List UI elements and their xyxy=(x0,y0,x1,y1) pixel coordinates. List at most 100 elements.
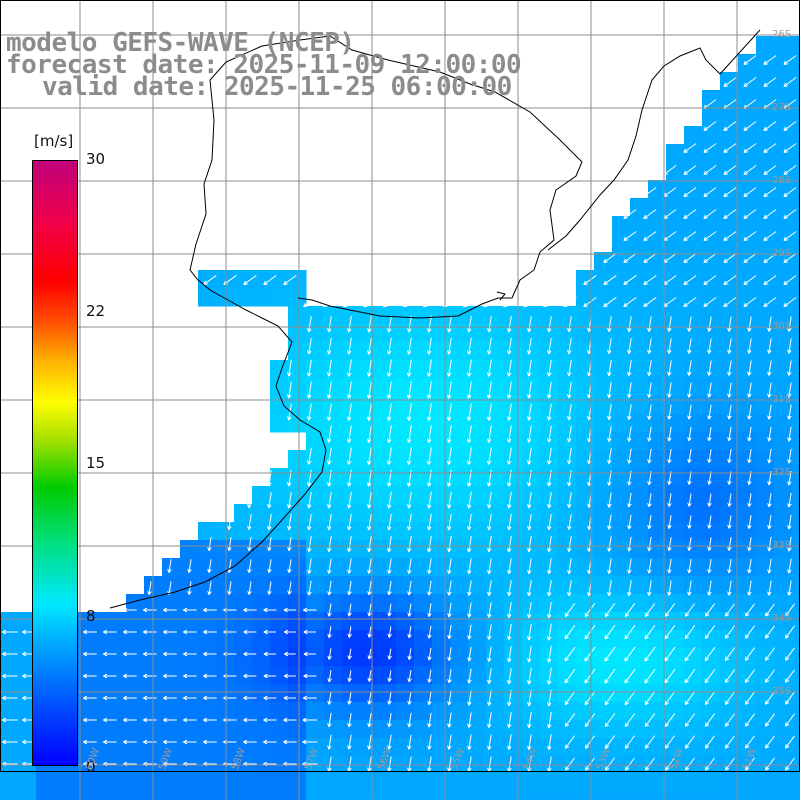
wind-arrow xyxy=(303,296,317,308)
wind-arrow xyxy=(243,629,257,635)
wind-arrow xyxy=(723,121,737,131)
wind-arrow xyxy=(546,403,552,421)
wind-arrow xyxy=(307,536,312,553)
wind-arrow xyxy=(487,712,492,728)
wind-arrow xyxy=(767,316,772,332)
wind-arrow xyxy=(584,735,596,749)
wind-arrow xyxy=(627,448,632,464)
wind-arrow xyxy=(624,757,635,771)
wind-arrow xyxy=(427,580,432,596)
wind-arrow xyxy=(727,316,732,332)
wind-arrow xyxy=(667,580,672,596)
wind-arrow xyxy=(386,425,392,443)
wind-arrow xyxy=(346,337,352,355)
wind-arrow xyxy=(627,558,632,574)
wind-arrow xyxy=(467,513,472,531)
wind-arrow xyxy=(764,691,776,705)
wind-arrow xyxy=(507,315,512,333)
wind-arrow xyxy=(447,690,452,706)
wind-arrow xyxy=(624,668,636,684)
wind-arrow xyxy=(747,338,752,354)
wind-arrow xyxy=(326,337,332,355)
wind-arrow xyxy=(703,253,717,263)
wind-arrow xyxy=(302,739,318,745)
wind-arrow xyxy=(564,713,576,727)
wind-arrow xyxy=(426,359,432,377)
wind-arrow xyxy=(467,690,472,706)
wind-arrow xyxy=(724,603,735,617)
wind-arrow xyxy=(506,337,512,355)
wind-arrow xyxy=(367,558,372,574)
wind-arrow xyxy=(427,647,432,661)
wind-arrow xyxy=(203,695,217,701)
wind-arrow xyxy=(123,673,137,679)
wind-arrow xyxy=(526,645,532,663)
wind-arrow xyxy=(767,493,772,508)
wind-arrow xyxy=(467,558,472,575)
wind-arrow xyxy=(327,669,332,683)
wind-arrow xyxy=(744,647,756,661)
wind-arrow xyxy=(183,739,197,745)
wind-arrow xyxy=(347,626,352,638)
wind-arrow xyxy=(446,425,452,443)
wind-arrow xyxy=(446,469,452,487)
wind-arrow xyxy=(747,382,752,398)
wind-arrow xyxy=(564,757,575,771)
wind-arrow xyxy=(747,316,752,332)
colorbar-tick-0: 0 xyxy=(86,758,96,776)
wind-arrow xyxy=(767,426,772,442)
wind-arrow xyxy=(547,337,552,355)
wind-arrow xyxy=(604,603,616,618)
wind-arrow xyxy=(743,143,757,153)
wind-arrow xyxy=(727,471,732,485)
wind-arrow xyxy=(123,695,137,701)
wind-arrow xyxy=(426,337,432,355)
wind-arrow xyxy=(203,607,217,613)
wind-arrow xyxy=(643,297,657,308)
wind-arrow xyxy=(527,513,532,531)
wind-arrow xyxy=(303,607,317,613)
wind-arrow xyxy=(787,536,792,552)
wind-arrow xyxy=(767,360,772,376)
wind-arrow xyxy=(387,670,392,683)
wind-arrow xyxy=(546,425,552,443)
wind-arrow xyxy=(426,447,432,465)
wind-arrow xyxy=(326,425,332,443)
wind-arrow xyxy=(644,646,656,662)
wind-arrow xyxy=(467,580,472,596)
wind-arrow xyxy=(163,717,177,723)
wind-arrow xyxy=(723,253,737,263)
wind-arrow xyxy=(467,734,472,750)
wind-arrow xyxy=(684,757,695,771)
wind-arrow xyxy=(526,403,532,421)
wind-arrow xyxy=(667,338,672,354)
wind-arrow xyxy=(207,581,212,595)
wind-arrow xyxy=(407,756,412,772)
wind-arrow xyxy=(787,316,792,332)
wind-arrow xyxy=(687,580,692,596)
wind-arrow xyxy=(407,734,412,750)
wind-arrow xyxy=(466,425,472,443)
wind-arrow xyxy=(664,735,676,749)
wind-arrow xyxy=(765,757,775,771)
wind-arrow xyxy=(747,580,752,596)
wind-arrow xyxy=(446,337,452,355)
wind-arrow xyxy=(447,558,452,575)
wind-arrow xyxy=(407,626,412,639)
wind-arrow xyxy=(546,381,552,399)
wind-arrow xyxy=(263,651,277,657)
wind-arrow xyxy=(584,668,596,684)
wind-arrow xyxy=(283,695,297,701)
wind-arrow xyxy=(327,315,332,333)
wind-arrow xyxy=(326,403,332,421)
wind-arrow xyxy=(567,359,572,377)
wind-arrow xyxy=(527,491,532,509)
wind-speed-field xyxy=(0,36,800,800)
wind-arrow xyxy=(704,757,715,771)
wind-arrow xyxy=(647,338,652,354)
wind-arrow xyxy=(527,315,532,333)
wind-arrow xyxy=(526,425,532,443)
wind-arrow xyxy=(203,275,217,286)
wind-arrow xyxy=(366,425,372,443)
wind-arrow xyxy=(783,165,797,175)
